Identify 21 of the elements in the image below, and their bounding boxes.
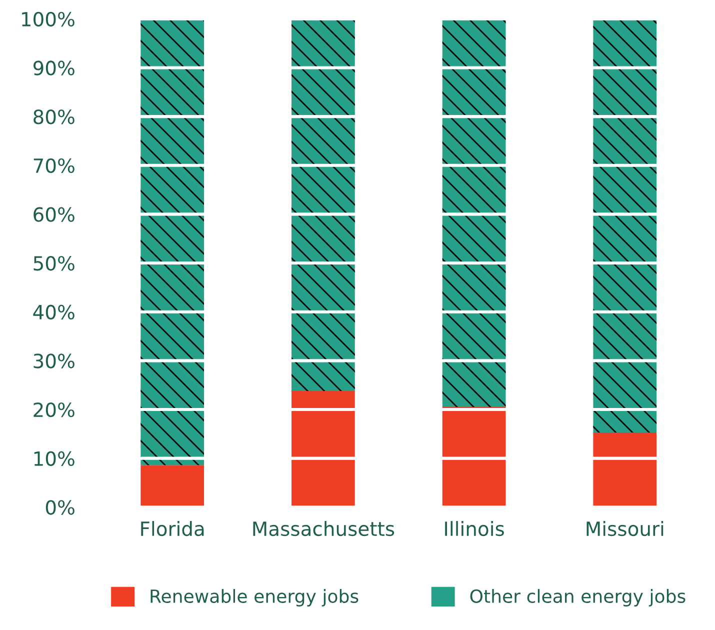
y-tick-label: 20% [34, 402, 74, 418]
y-tick-label: 0% [46, 500, 74, 515]
bar [442, 407, 506, 508]
y-tick-label: 70% [34, 158, 74, 174]
legend-label: Renewable energy jobs [150, 589, 358, 607]
x-tick-label: Illinois [445, 521, 504, 536]
y-tick-label: 100% [22, 12, 74, 27]
y-tick-label: 10% [34, 451, 74, 466]
y-tick-label: 30% [34, 354, 74, 368]
y-tick-label: 60% [34, 207, 74, 222]
y-tick-label: 90% [33, 60, 74, 76]
x-tick-label: Missouri [586, 521, 664, 536]
bar [593, 432, 657, 508]
bar [292, 390, 355, 508]
y-tick-label: 40% [33, 304, 74, 320]
y-tick-label: 50% [34, 256, 74, 271]
y-tick-label: 80% [34, 110, 74, 124]
x-tick-label: Florida [141, 521, 204, 536]
legend-label: Other clean energy jobs [470, 589, 686, 607]
x-tick-label: Massachusetts [253, 521, 394, 536]
bar [140, 465, 204, 508]
